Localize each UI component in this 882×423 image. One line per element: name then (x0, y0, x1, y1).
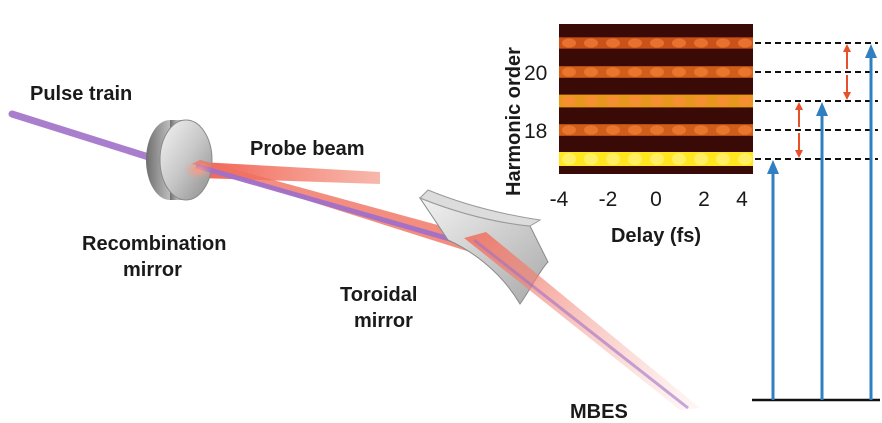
band-spot (584, 153, 598, 165)
recombination-mirror-icon (146, 119, 213, 201)
spectrogram-ylabel: Harmonic order (503, 47, 525, 196)
band-spot (672, 38, 686, 48)
band-spot (628, 95, 642, 107)
band-spot (584, 95, 598, 107)
band-spot (716, 38, 730, 48)
y-tick-18: 18 (524, 120, 547, 143)
sideband-arrow-18-up (795, 102, 803, 127)
sideband-arrow-20-up (843, 44, 851, 69)
x-tick--4: -4 (550, 188, 569, 211)
band-spot (694, 95, 708, 107)
band-spot (650, 95, 664, 107)
transition-arrow-17 (767, 160, 779, 400)
toroidal-mirror-label-line1: Toroidal (340, 284, 417, 306)
band-spot (738, 125, 752, 135)
spectrogram (559, 24, 753, 174)
transition-arrow-19 (816, 102, 828, 400)
band-spot (672, 125, 686, 135)
beam-to-mbes-core (473, 238, 689, 410)
band-spot (606, 153, 620, 165)
band-spot (584, 67, 598, 77)
band-spot (716, 125, 730, 135)
x-tick-4: 4 (736, 188, 748, 211)
mbes-label: MBES (570, 401, 628, 423)
band-spot (716, 67, 730, 77)
band-spot (628, 67, 642, 77)
band-spot (738, 67, 752, 77)
band-spot (694, 125, 708, 135)
transition-arrow-21 (865, 44, 877, 400)
band-spot (562, 38, 576, 48)
band-spot (562, 125, 576, 135)
band-spot (694, 38, 708, 48)
band-spot (694, 153, 708, 165)
band-spot (584, 125, 598, 135)
band-spot (738, 38, 752, 48)
band-spot (584, 38, 598, 48)
band-spot (738, 95, 752, 107)
spectrogram-xlabel: Delay (fs) (611, 225, 701, 247)
band-spot (606, 95, 620, 107)
band-spot (606, 125, 620, 135)
band-spot (738, 153, 752, 165)
beam-to-mbes (464, 232, 700, 410)
band-spot (672, 67, 686, 77)
recombination-mirror-label-line1: Recombination (82, 233, 226, 255)
toroidal-mirror-label-line2: mirror (354, 310, 413, 332)
y-tick-20: 20 (524, 62, 547, 85)
energy-level-diagram (752, 42, 880, 402)
band-spot (694, 67, 708, 77)
sideband-arrow-20-down (843, 75, 851, 100)
recombination-mirror-label-line2: mirror (123, 259, 182, 281)
band-spot (650, 125, 664, 135)
combined-beam-core (195, 163, 475, 249)
x-tick--2: -2 (599, 188, 618, 211)
band-spot (650, 38, 664, 48)
sideband-arrow-18-down (795, 133, 803, 158)
x-tick-0: 0 (650, 188, 662, 211)
pulse-train-label: Pulse train (30, 83, 132, 105)
band-spot (628, 153, 642, 165)
band-spot (716, 153, 730, 165)
band-spot (606, 38, 620, 48)
band-spot (606, 67, 620, 77)
band-spot (716, 95, 730, 107)
band-spot (672, 95, 686, 107)
harmonic-bands (559, 37, 753, 166)
band-spot (562, 67, 576, 77)
band-spot (562, 95, 576, 107)
band-spot (628, 38, 642, 48)
band-spot (650, 153, 664, 165)
probe-beam-label: Probe beam (250, 138, 364, 160)
band-spot (672, 153, 686, 165)
band-spot (628, 125, 642, 135)
band-spot (650, 67, 664, 77)
x-tick-2: 2 (698, 188, 710, 211)
band-spot (562, 153, 576, 165)
